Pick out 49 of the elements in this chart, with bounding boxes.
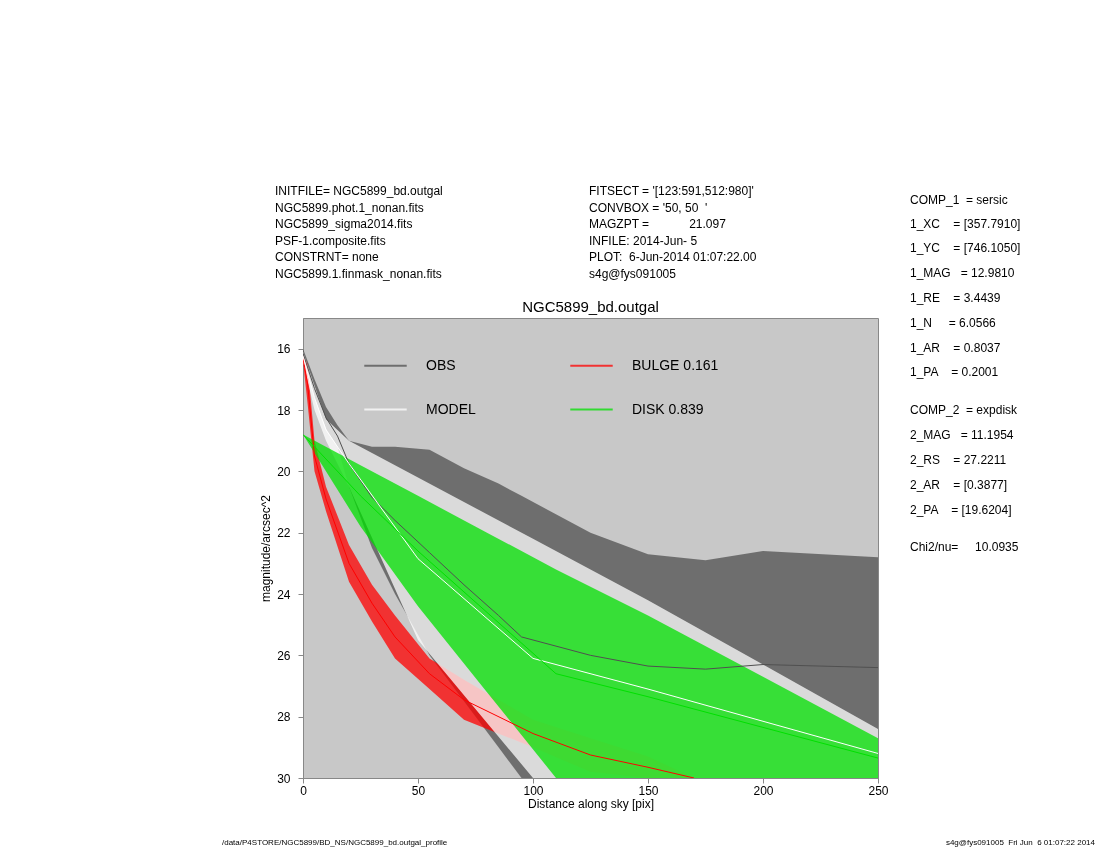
y-tick-label: 18 [277,403,291,418]
text: CONSTRNT= none [275,250,379,264]
text: 1_RE = 3.4439 [910,291,1001,305]
y-tick-label: 24 [277,587,291,602]
chart-title: NGC5899_bd.outgal [522,298,659,315]
text: 2_MAG = 11.1954 [910,428,1014,442]
text: COMP_2 = expdisk [910,403,1018,417]
x-tick-label: 50 [411,783,426,798]
y-tick-label: 28 [277,710,291,725]
text: INFILE: 2014-Jun- 5 [589,233,698,248]
text: 2_AR = [0.3877] [910,478,1008,492]
text: 1_PA = 0.2001 [910,365,999,379]
legend-label: BULGE 0.161 [632,356,719,373]
legend-label: DISK 0.839 [632,400,704,417]
text: PLOT: 6-Jun-2014 01:07:22.00 [589,250,757,264]
x-tick-label: 250 [868,783,889,798]
text: /data/P4STORE/NGC5899/BD_NS/NGC5899_bd.outgal_profile [222,838,448,848]
text: s4g@fys091005 Fri Jun 6 01:07:22 2014 [945,838,1095,848]
text: s4g@fys091005 [589,266,676,281]
text: 1_XC = [357.7910] [910,217,1021,231]
text: 1_N = 6.0566 [910,316,996,330]
y-tick-label: 30 [277,771,291,786]
x-tick-label: 100 [523,783,544,798]
legend-label: OBS [426,356,456,373]
text: PSF-1.composite.fits [275,233,386,248]
text: NGC5899.phot.1_nonan.fits [275,200,424,215]
x-axis-title: Distance along sky [pix] [527,796,655,811]
text: FITSECT = '[123:591,512:980]' [589,184,754,198]
y-tick-label: 16 [277,342,291,357]
legend-label: MODEL [426,400,476,417]
text: NGC5899_sigma2014.fits [275,217,413,231]
x-tick-label: 150 [638,783,659,798]
text: CONVBOX = '50, 50 ' [589,200,708,215]
text: INITFILE= NGC5899_bd.outgal [275,184,443,198]
text: 2_RS = 27.2211 [910,453,1007,467]
text: 1_AR = 0.8037 [910,341,1001,355]
text: MAGZPT = 21.097 [589,217,726,231]
text: 2_PA = [19.6204] [910,503,1012,517]
text: Chi2/nu= 10.0935 [910,540,1019,554]
text: 1_MAG = 12.9810 [910,266,1015,280]
x-tick-label: 0 [300,783,308,798]
text: COMP_1 = sersic [910,193,1008,207]
text: NGC5899.1.finmask_nonan.fits [275,266,442,281]
y-tick-label: 26 [277,648,291,663]
y-tick-label: 22 [277,526,291,541]
y-tick-label: 20 [277,464,291,479]
x-tick-label: 200 [753,783,774,798]
text: 1_YC = [746.1050] [910,241,1021,255]
y-axis-title: magnitude/arcsec^2 [259,494,274,603]
